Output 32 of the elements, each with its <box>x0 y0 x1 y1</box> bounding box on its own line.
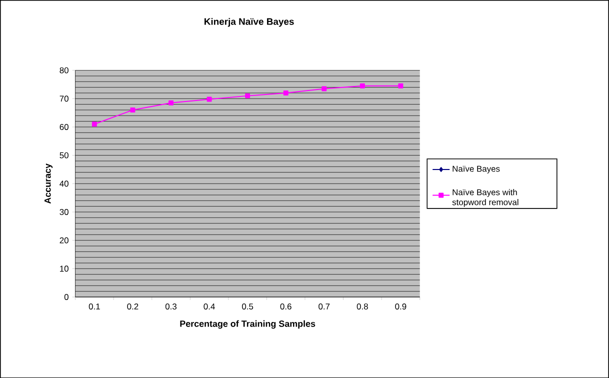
point <box>168 100 174 106</box>
x-tick-label: 0.8 <box>356 303 368 310</box>
legend-label: Naïve Bayes with stopword removal <box>452 188 518 207</box>
y-axis-title: Accuracy <box>44 163 53 204</box>
x-tick-label: 0.2 <box>127 303 138 310</box>
point <box>283 90 288 96</box>
y-tick-label: 50 <box>60 152 68 158</box>
point <box>398 83 404 88</box>
x-tick-label: 0.5 <box>242 303 254 310</box>
y-tick-label: 80 <box>60 67 68 74</box>
x-tick-label: 0.3 <box>165 303 177 310</box>
x-tick-label: 0.1 <box>88 303 100 310</box>
point <box>92 122 97 126</box>
point <box>245 93 250 98</box>
chart-title: Kinerja Naïve Bayes <box>204 18 294 27</box>
x-tick-label: 0.7 <box>318 303 330 310</box>
point <box>206 96 212 102</box>
point <box>360 83 365 88</box>
point <box>322 86 327 92</box>
x-axis-title: Percentage of Training Samples <box>180 320 316 329</box>
y-tick-label: 40 <box>60 180 68 187</box>
y-tick-label: 10 <box>60 266 68 272</box>
x-tick-label: 0.4 <box>204 303 215 310</box>
legend-label: Naïve Bayes <box>452 166 500 174</box>
point <box>130 107 136 112</box>
y-tick-label: 0 <box>64 294 68 300</box>
y-tick-label: 20 <box>60 237 68 244</box>
y-tick-label: 70 <box>60 96 68 102</box>
y-tick-label: 30 <box>60 208 68 215</box>
y-tick-label: 60 <box>60 124 68 130</box>
x-tick-label: 0.6 <box>280 303 292 310</box>
x-tick-label: 0.9 <box>395 303 406 310</box>
